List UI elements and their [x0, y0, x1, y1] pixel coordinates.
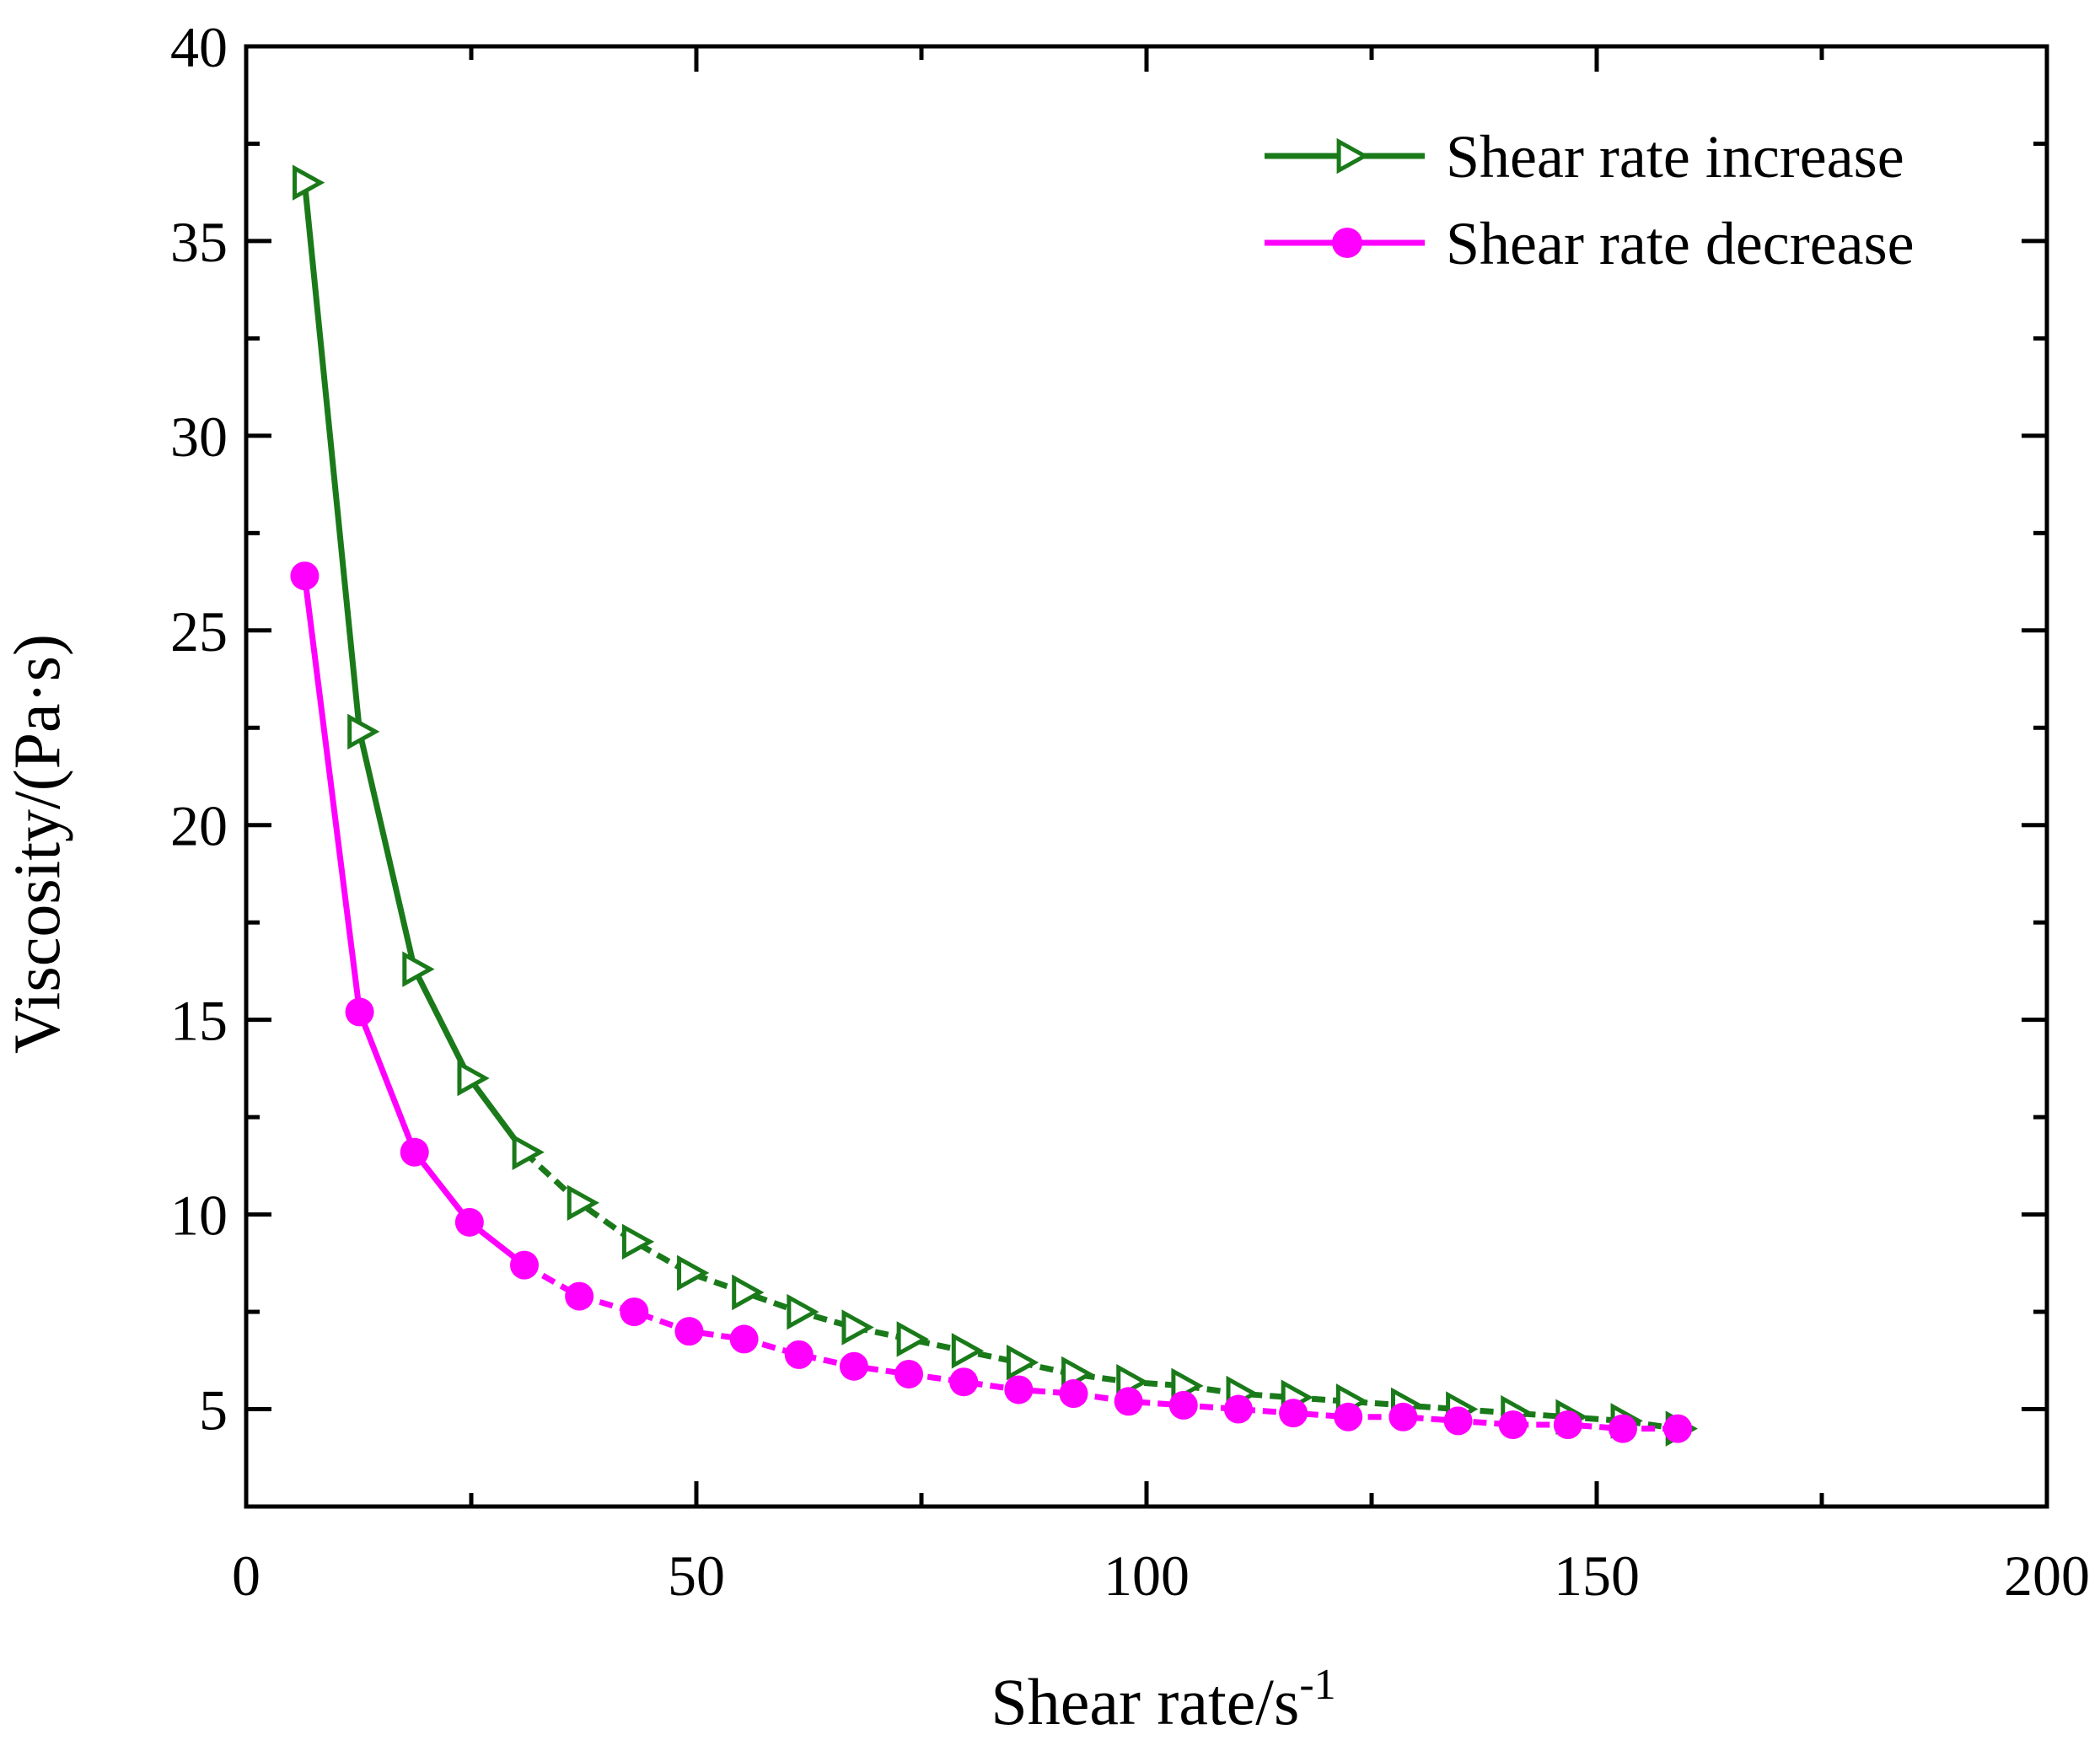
data-point-circle [1663, 1414, 1693, 1443]
data-point-triangle [677, 1254, 710, 1292]
series-line-dashed-1 [523, 1262, 1678, 1432]
legend-label-decrease: Shear rate decrease [1446, 210, 1915, 277]
data-point-circle [565, 1281, 594, 1311]
x-tick-label: 100 [1104, 1544, 1190, 1608]
data-point-circle [729, 1324, 759, 1354]
x-axis-label-text: Shear rate/s [991, 1665, 1299, 1738]
legend: Shear rate increase Shear rate decrease [1265, 123, 1915, 277]
data-point-circle [345, 997, 374, 1027]
data-point-circle [949, 1367, 979, 1397]
y-tick-label: 20 [170, 794, 228, 858]
data-point-circle [1334, 1402, 1363, 1431]
x-tick-label: 0 [232, 1544, 260, 1608]
data-point-circle [1168, 1390, 1198, 1420]
data-point-triangle [293, 164, 325, 201]
plot-frame [244, 44, 2049, 1509]
y-axis-label: Viscosity/(Pa·s) [0, 634, 73, 1054]
data-point-triangle [402, 951, 435, 987]
y-tick-label: 40 [170, 15, 228, 79]
data-point-triangle [841, 1309, 874, 1345]
data-point-circle [784, 1340, 814, 1369]
data-point-circle [1004, 1375, 1034, 1405]
data-point-triangle [1006, 1344, 1039, 1381]
x-axis-label-superscript: -1 [1299, 1661, 1335, 1709]
y-tick-label: 30 [170, 405, 228, 469]
data-point-circle [894, 1359, 924, 1388]
data-point-circle [1498, 1410, 1528, 1440]
legend-label-increase: Shear rate increase [1446, 123, 1904, 191]
y-axis-ticks: 5 10 15 20 25 30 35 40 [170, 15, 2047, 1442]
data-point-circle [1443, 1406, 1473, 1436]
y-tick-label: 10 [170, 1184, 228, 1248]
legend-marker-triangle [1336, 137, 1369, 175]
x-tick-label: 200 [2004, 1544, 2090, 1608]
data-point-circle [1553, 1410, 1582, 1440]
series-line-dashed-0 [522, 1150, 1678, 1432]
data-point-circle [674, 1317, 704, 1346]
data-point-circle [1608, 1414, 1637, 1443]
legend-marker-circle [1332, 228, 1362, 258]
data-point-triangle [787, 1293, 819, 1330]
data-point-circle [290, 561, 320, 591]
data-point-triangle [457, 1060, 490, 1097]
data-point-circle [839, 1351, 868, 1381]
data-point-triangle [347, 713, 380, 750]
y-tick-label: 35 [170, 210, 228, 274]
y-tick-label: 15 [170, 989, 228, 1053]
data-point-triangle [732, 1274, 765, 1311]
data-point-circle [510, 1250, 540, 1280]
x-tick-label: 50 [668, 1544, 725, 1608]
data-point-circle [620, 1297, 649, 1327]
x-axis-ticks: 0 50 100 150 200 [232, 46, 2090, 1608]
data-point-circle [1059, 1379, 1088, 1409]
data-point-circle [454, 1207, 484, 1237]
data-point-circle [1279, 1399, 1308, 1428]
data-point-circle [1223, 1394, 1253, 1424]
data-point-triangle [512, 1134, 545, 1170]
data-point-triangle [621, 1223, 655, 1260]
series-layer [290, 164, 1698, 1447]
data-point-circle [400, 1137, 429, 1167]
series-line-solid-0 [301, 182, 527, 1154]
data-point-circle [1388, 1402, 1418, 1431]
x-tick-label: 150 [1554, 1544, 1640, 1608]
y-tick-label: 25 [170, 599, 228, 663]
data-point-triangle [951, 1333, 985, 1369]
data-point-triangle [896, 1321, 929, 1357]
x-axis-label: Shear rate/s-1 [991, 1661, 1335, 1738]
y-tick-label: 5 [199, 1378, 228, 1442]
data-point-circle [1114, 1387, 1143, 1416]
data-point-triangle [567, 1184, 600, 1221]
